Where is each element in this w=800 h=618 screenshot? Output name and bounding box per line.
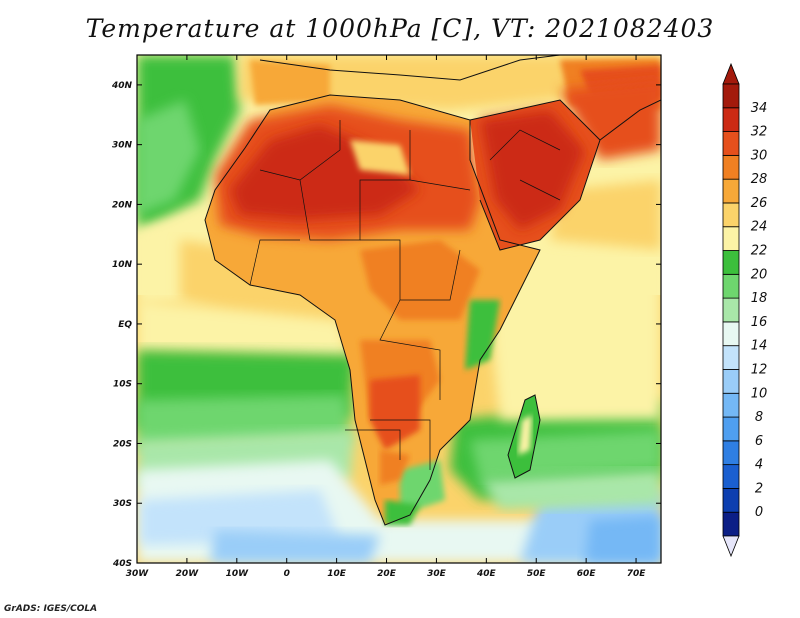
grads-credit: GrADS: IGES/COLA	[4, 604, 98, 614]
colorbar-swatch	[722, 226, 740, 251]
colorbar-swatch	[722, 250, 740, 275]
colorbar-level-label: 22	[751, 244, 768, 259]
longitude-axis: 30W 20W 10W 0 10E 20E 30E 40E 50E 60E 70E	[126, 55, 646, 579]
colorbar-swatch	[722, 107, 740, 132]
colorbar-swatch	[722, 83, 740, 109]
lon-tick-label: 20W	[176, 569, 200, 579]
colorbar-swatch	[722, 488, 740, 513]
colorbar-swatch	[722, 321, 740, 347]
lat-tick-label: 10S	[113, 380, 132, 390]
lat-tick-label: 20N	[112, 200, 133, 210]
colorbar-level-label: 10	[751, 386, 768, 401]
colorbar-level-label: 26	[751, 196, 768, 211]
colorbar-level-label: 14	[751, 339, 768, 354]
lon-tick-label: 60E	[577, 569, 597, 579]
lon-tick-label: 0	[284, 569, 290, 579]
colorbar-level-label: 18	[751, 291, 768, 306]
colorbar-swatch	[722, 131, 740, 156]
colorbar-swatch	[722, 178, 740, 204]
colorbar-level-label: 24	[751, 220, 768, 235]
colorbar-level-label: 20	[751, 267, 768, 282]
lon-tick-label: 20E	[377, 569, 397, 579]
colorbar-level-label: 28	[751, 172, 768, 187]
temperature-field	[137, 55, 661, 563]
lat-tick-label: 20S	[113, 439, 132, 449]
colorbar-level-label: 34	[751, 101, 768, 116]
lon-tick-label: 40E	[476, 569, 497, 579]
colorbar-level-label: 30	[751, 148, 768, 163]
colorbar-level-label: 16	[751, 315, 768, 330]
lon-tick-label: 10W	[226, 569, 250, 579]
colorbar-swatch	[722, 297, 740, 323]
country-borders	[249, 120, 561, 470]
coastlines	[204, 55, 661, 526]
lat-tick-label: 30S	[113, 499, 132, 509]
colorbar-level-label: 4	[755, 458, 763, 473]
colorbar-level-label: 6	[755, 434, 763, 449]
lon-tick-label: 10E	[327, 569, 347, 579]
colorbar-swatch	[722, 273, 740, 299]
colorbar-level-label: 8	[755, 410, 763, 425]
lon-tick-label: 30E	[427, 569, 447, 579]
colorbar-over-triangle	[722, 62, 740, 85]
lat-tick-label: EQ	[118, 320, 132, 330]
map-frame	[136, 54, 662, 564]
lat-tick-label: 10N	[112, 260, 133, 270]
lat-tick-label: 40S	[112, 559, 132, 569]
lon-tick-label: 30W	[126, 569, 150, 579]
colorbar-swatch	[722, 369, 740, 394]
colorbar-swatch	[722, 345, 740, 370]
lon-tick-label: 50E	[527, 569, 547, 579]
colorbar-swatch	[722, 392, 740, 418]
colorbar-swatch	[722, 416, 740, 442]
colorbar-under-triangle	[722, 535, 740, 558]
map-title: Temperature at 1000hPa [C], VT: 20210824…	[85, 14, 715, 43]
colorbar-level-label: 2	[755, 481, 763, 496]
colorbar-level-label: 0	[755, 505, 763, 520]
lat-tick-label: 40N	[111, 81, 133, 91]
colorbar-swatch	[722, 154, 740, 180]
colorbar-level-label: 12	[751, 362, 768, 377]
latitude-axis: 40N 30N 20N 10N EQ 10S 20S 30S 40S	[111, 81, 661, 569]
colorbar-swatch	[722, 511, 740, 537]
colorbar-swatch	[722, 440, 740, 466]
colorbar-swatch	[722, 464, 740, 489]
lon-tick-label: 70E	[627, 569, 647, 579]
colorbar-level-label: 32	[751, 125, 768, 140]
colorbar-swatch	[722, 202, 740, 228]
lat-tick-label: 30N	[112, 141, 133, 151]
